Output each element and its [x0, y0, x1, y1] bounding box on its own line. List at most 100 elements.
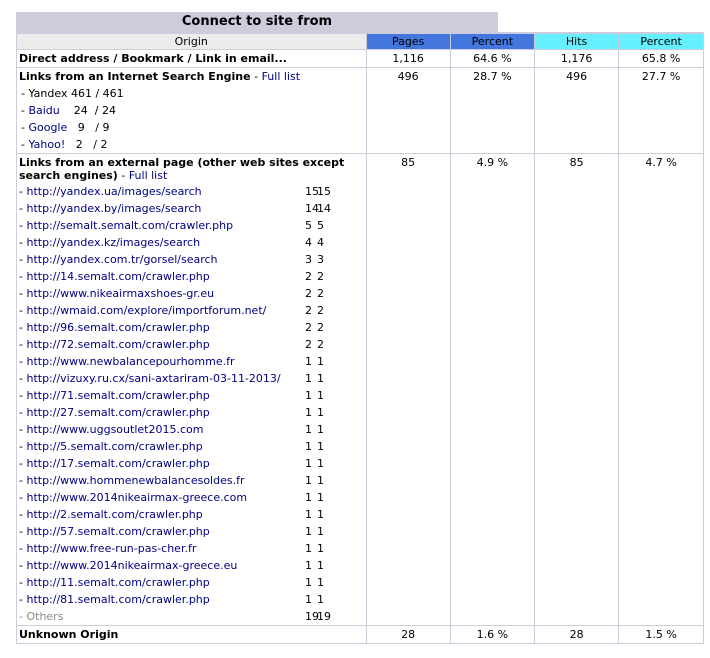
external-url-pages: 2 — [305, 304, 312, 317]
external-url-hits: 1 — [317, 423, 324, 436]
external-url-pages: 1 — [305, 355, 312, 368]
external-url-link[interactable]: http://81.semalt.com/crawler.php — [26, 593, 210, 606]
external-url-hits: 1 — [317, 542, 324, 555]
engine-link-baidu[interactable]: Baidu — [28, 104, 60, 117]
list-item: - http://www.2014nikeairmax-greece.com 1 1 — [19, 489, 364, 506]
external-url-link[interactable]: http://11.semalt.com/crawler.php — [26, 576, 210, 589]
external-url-hits: 5 — [317, 219, 324, 232]
row-direct: Direct address / Bookmark / Link in emai… — [17, 49, 703, 68]
col-origin: Origin — [17, 34, 367, 50]
external-url-link[interactable]: http://71.semalt.com/crawler.php — [26, 389, 210, 402]
external-url-link[interactable]: http://17.semalt.com/crawler.php — [26, 457, 210, 470]
external-url-pages: 1 — [305, 542, 312, 555]
external-url-pages: 2 — [305, 287, 312, 300]
external-full-list-link[interactable]: Full list — [128, 169, 168, 182]
external-url-cell: - http://71.semalt.com/crawler.php — [19, 389, 210, 402]
external-url-link[interactable]: http://www.newbalancepourhomme.fr — [26, 355, 235, 368]
external-url-hits: 1 — [317, 372, 324, 385]
engine-link-google[interactable]: Google — [28, 121, 68, 134]
list-item: - http://yandex.com.tr/gorsel/search 3 3 — [19, 251, 364, 268]
external-hits: 85 — [533, 153, 619, 626]
search-engine-list: - Yandex 461 / 461 - Baidu 24 / 24 - Goo… — [19, 85, 364, 153]
search-pages-percent: 28.7 % — [449, 67, 535, 154]
external-url-link[interactable]: http://27.semalt.com/crawler.php — [26, 406, 210, 419]
external-url-link[interactable]: http://yandex.kz/images/search — [26, 236, 201, 249]
external-url-cell: - http://14.semalt.com/crawler.php — [19, 270, 210, 283]
external-url-link[interactable]: http://14.semalt.com/crawler.php — [26, 270, 210, 283]
external-url-cell: - http://5.semalt.com/crawler.php — [19, 440, 203, 453]
engine-pages: 461 — [70, 87, 92, 100]
external-url-hits: 1 — [317, 491, 324, 504]
external-url-link[interactable]: http://www.hommenewbalancesoldes.fr — [26, 474, 245, 487]
external-url-link[interactable]: http://72.semalt.com/crawler.php — [26, 338, 210, 351]
external-url-cell: - http://semalt.semalt.com/crawler.php — [19, 219, 234, 232]
engine-link-yahoo[interactable]: Yahoo! — [28, 138, 66, 151]
external-url-pages: 14 — [305, 202, 319, 215]
list-item: - http://vizuxy.ru.cx/sani-axtariram-03-… — [19, 370, 364, 387]
external-pages: 85 — [365, 153, 451, 626]
external-url-hits: 1 — [317, 355, 324, 368]
external-url-link[interactable]: http://www.free-run-pas-cher.fr — [26, 542, 197, 555]
external-url-cell: - http://72.semalt.com/crawler.php — [19, 338, 210, 351]
external-url-link[interactable]: http://yandex.com.tr/gorsel/search — [26, 253, 218, 266]
external-url-hits: 2 — [317, 338, 324, 351]
external-url-hits: 1 — [317, 593, 324, 606]
col-pages-percent: Percent — [449, 34, 535, 50]
external-url-pages: 1 — [305, 491, 312, 504]
external-url-hits: 1 — [317, 406, 324, 419]
external-url-link[interactable]: http://www.2014nikeairmax-greece.com — [26, 491, 248, 504]
list-item: - http://17.semalt.com/crawler.php 1 1 — [19, 455, 364, 472]
external-url-link[interactable]: http://vizuxy.ru.cx/sani-axtariram-03-11… — [26, 372, 281, 385]
list-item: - http://yandex.by/images/search 14 14 — [19, 200, 364, 217]
engine-name: Yandex — [28, 87, 68, 100]
external-url-pages: 2 — [305, 270, 312, 283]
list-item: - http://27.semalt.com/crawler.php 1 1 — [19, 404, 364, 421]
col-hits-percent: Percent — [618, 34, 703, 50]
list-item: - http://www.nikeairmaxshoes-gr.eu 2 2 — [19, 285, 364, 302]
engine-hits: 24 — [101, 104, 116, 117]
external-url-cell: - http://57.semalt.com/crawler.php — [19, 525, 210, 538]
external-url-cell: - http://81.semalt.com/crawler.php — [19, 593, 210, 606]
list-item: - http://www.newbalancepourhomme.fr 1 1 — [19, 353, 364, 370]
search-full-list-link[interactable]: Full list — [261, 70, 301, 83]
external-url-link[interactable]: http://2.semalt.com/crawler.php — [26, 508, 203, 521]
external-url-link[interactable]: http://5.semalt.com/crawler.php — [26, 440, 203, 453]
external-url-link[interactable]: http://yandex.by/images/search — [26, 202, 202, 215]
external-url-cell: - http://yandex.com.tr/gorsel/search — [19, 253, 218, 266]
external-url-link[interactable]: http://www.uggsoutlet2015.com — [26, 423, 204, 436]
external-hits-percent: 4.7 % — [618, 153, 703, 626]
external-url-link[interactable]: http://57.semalt.com/crawler.php — [26, 525, 210, 538]
external-url-hits: 4 — [317, 236, 324, 249]
external-label: Links from an external page (other web s… — [19, 156, 345, 182]
col-hits: Hits — [533, 34, 619, 50]
search-cell: Links from an Internet Search Engine - F… — [17, 67, 367, 154]
engine-hits: 461 — [102, 87, 124, 100]
external-url-link[interactable]: http://yandex.ua/images/search — [26, 185, 202, 198]
list-item: - http://71.semalt.com/crawler.php 1 1 — [19, 387, 364, 404]
external-url-link[interactable]: http://www.2014nikeairmax-greece.eu — [26, 559, 238, 572]
external-url-hits: 1 — [317, 440, 324, 453]
list-item: - http://81.semalt.com/crawler.php 1 1 — [19, 591, 364, 608]
external-url-hits: 1 — [317, 559, 324, 572]
external-url-cell: - http://96.semalt.com/crawler.php — [19, 321, 210, 334]
list-item: - http://wmaid.com/explore/importforum.n… — [19, 302, 364, 319]
engine-hits: 9 — [102, 121, 110, 134]
list-item: - http://11.semalt.com/crawler.php 1 1 — [19, 574, 364, 591]
external-url-link[interactable]: http://semalt.semalt.com/crawler.php — [26, 219, 234, 232]
list-item-others: - Others 19 19 — [19, 610, 331, 623]
external-url-link[interactable]: http://www.nikeairmaxshoes-gr.eu — [26, 287, 215, 300]
table-header: Origin Pages Percent Hits Percent — [17, 34, 703, 50]
search-hits: 496 — [533, 67, 619, 154]
unknown-pages-percent: 1.6 % — [449, 625, 535, 643]
list-item: - http://www.hommenewbalancesoldes.fr 1 1 — [19, 472, 364, 489]
external-url-cell: - http://wmaid.com/explore/importforum.n… — [19, 304, 267, 317]
external-url-pages: 2 — [305, 338, 312, 351]
external-url-link[interactable]: http://96.semalt.com/crawler.php — [26, 321, 210, 334]
external-url-link[interactable]: http://wmaid.com/explore/importforum.net… — [26, 304, 267, 317]
external-url-hits: 1 — [317, 525, 324, 538]
list-item: - http://14.semalt.com/crawler.php 2 2 — [19, 268, 364, 285]
direct-pages-percent: 64.6 % — [449, 49, 535, 68]
external-url-cell: - http://17.semalt.com/crawler.php — [19, 457, 210, 470]
list-item: - http://yandex.ua/images/search 15 15 — [19, 183, 364, 200]
others-hits: 19 — [317, 610, 331, 623]
